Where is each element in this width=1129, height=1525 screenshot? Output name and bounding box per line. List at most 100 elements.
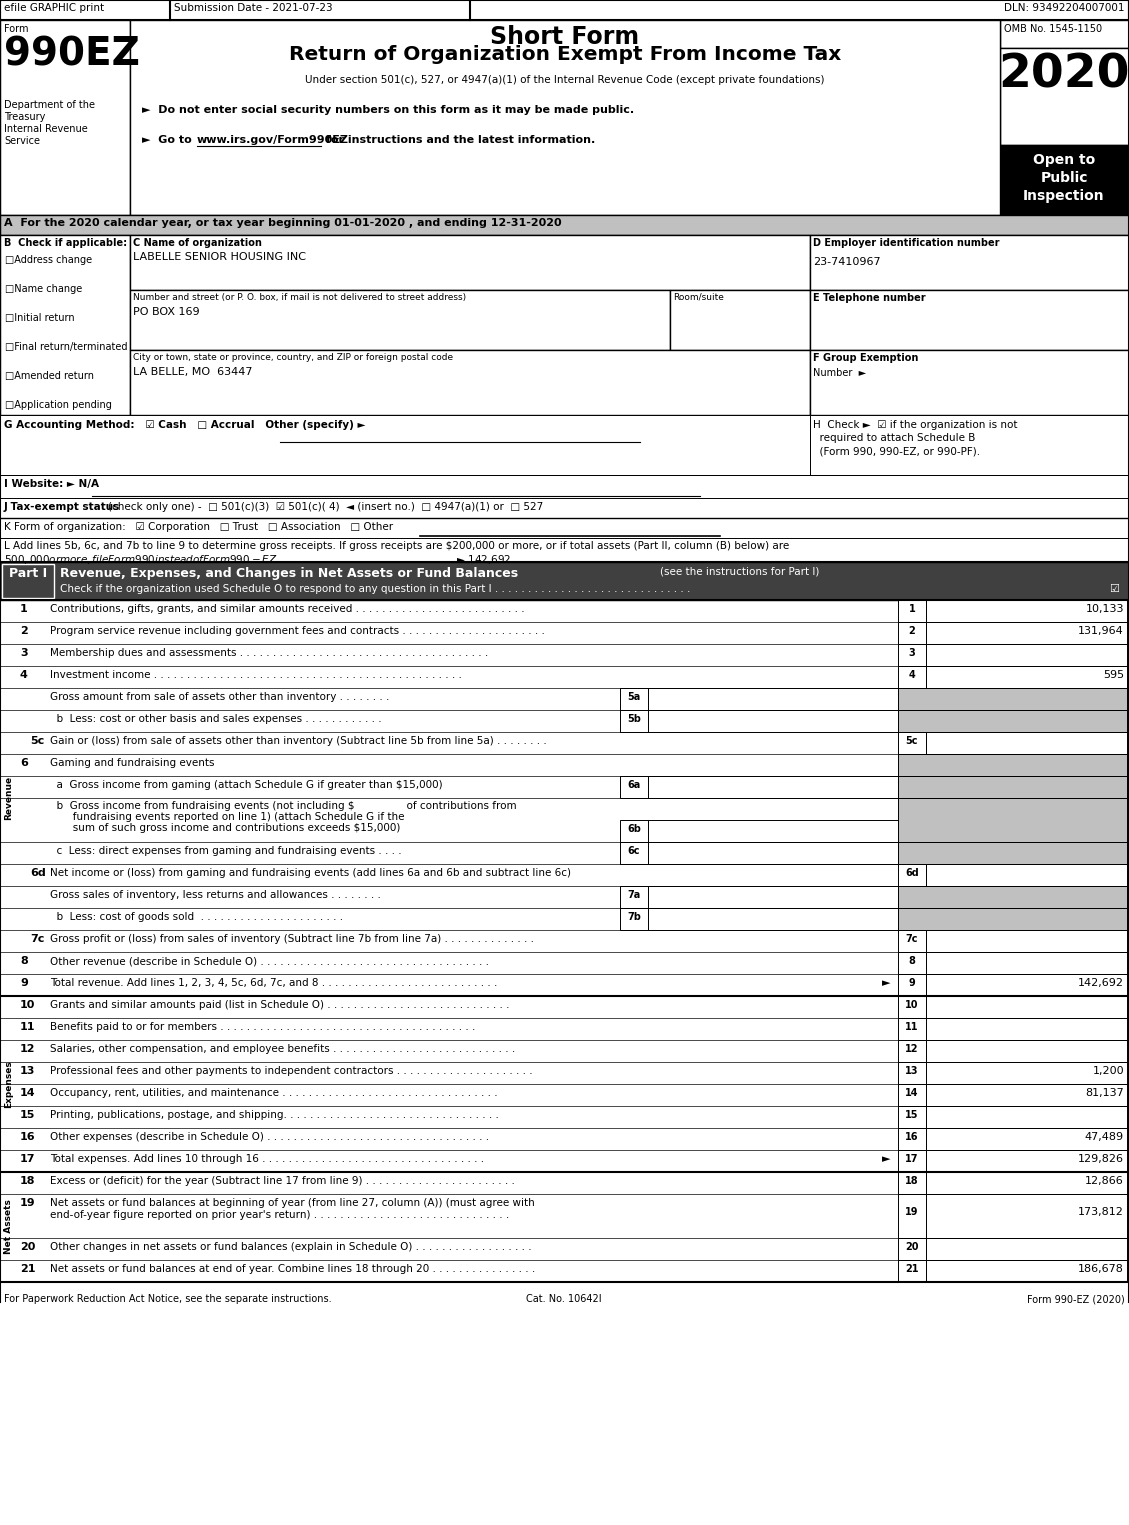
Bar — [898, 798, 1127, 842]
Text: 19: 19 — [20, 1199, 36, 1208]
Bar — [926, 952, 1127, 974]
Text: 7c: 7c — [905, 933, 918, 944]
Text: 6d: 6d — [905, 868, 919, 878]
Text: Professional fees and other payments to independent contractors . . . . . . . . : Professional fees and other payments to … — [50, 1066, 533, 1077]
Bar — [898, 644, 926, 666]
Text: a  Gross income from gaming (attach Schedule G if greater than $15,000): a Gross income from gaming (attach Sched… — [50, 779, 443, 790]
Text: 11: 11 — [905, 1022, 919, 1032]
Text: 10: 10 — [905, 1000, 919, 1010]
Text: Revenue: Revenue — [5, 776, 14, 820]
Text: 2: 2 — [909, 625, 916, 636]
Text: 4: 4 — [20, 669, 28, 680]
Text: □Initial return: □Initial return — [5, 313, 75, 323]
Text: PO BOX 169: PO BOX 169 — [133, 307, 200, 317]
Text: 1: 1 — [20, 604, 28, 615]
Text: City or town, state or province, country, and ZIP or foreign postal code: City or town, state or province, country… — [133, 352, 453, 361]
Bar — [926, 865, 1127, 886]
Text: 14: 14 — [20, 1087, 36, 1098]
Bar — [0, 0, 1129, 20]
Text: 21: 21 — [20, 1264, 35, 1273]
Bar — [898, 996, 926, 1019]
Bar — [898, 865, 926, 886]
Text: 2: 2 — [20, 625, 28, 636]
Text: Short Form: Short Form — [490, 24, 639, 49]
Text: Part I: Part I — [9, 567, 47, 580]
Text: For Paperwork Reduction Act Notice, see the separate instructions.: For Paperwork Reduction Act Notice, see … — [5, 1295, 332, 1304]
Text: Grants and similar amounts paid (list in Schedule O) . . . . . . . . . . . . . .: Grants and similar amounts paid (list in… — [50, 1000, 509, 1010]
Text: 12: 12 — [905, 1045, 919, 1054]
Bar — [926, 1061, 1127, 1084]
Bar — [1000, 145, 1129, 215]
Text: 21: 21 — [905, 1264, 919, 1273]
Text: K Form of organization:   ☑ Corporation   □ Trust   □ Association   □ Other: K Form of organization: ☑ Corporation □ … — [5, 522, 393, 532]
Bar — [926, 622, 1127, 644]
Text: Submission Date - 2021-07-23: Submission Date - 2021-07-23 — [174, 3, 333, 14]
Bar — [620, 842, 648, 865]
Bar — [898, 1040, 926, 1061]
Text: 10: 10 — [20, 1000, 35, 1010]
Text: 12: 12 — [20, 1045, 35, 1054]
Bar — [926, 1194, 1127, 1238]
Bar — [926, 1238, 1127, 1260]
Text: Return of Organization Exempt From Income Tax: Return of Organization Exempt From Incom… — [289, 46, 841, 64]
Bar — [648, 842, 898, 865]
Text: (check only one) -  □ 501(c)(3)  ☑ 501(c)( 4)  ◄ (insert no.)  □ 4947(a)(1) or  : (check only one) - □ 501(c)(3) ☑ 501(c)(… — [108, 502, 543, 512]
Text: 11: 11 — [20, 1022, 35, 1032]
Text: 6a: 6a — [628, 779, 640, 790]
Bar — [0, 235, 130, 415]
Bar — [926, 1040, 1127, 1061]
Bar — [620, 711, 648, 732]
Text: 7c: 7c — [30, 933, 44, 944]
Text: □Amended return: □Amended return — [5, 371, 94, 381]
Text: 5b: 5b — [627, 714, 641, 724]
Bar — [620, 886, 648, 907]
Text: L Add lines 5b, 6c, and 7b to line 9 to determine gross receipts. If gross recei: L Add lines 5b, 6c, and 7b to line 9 to … — [5, 541, 789, 551]
Bar — [926, 1106, 1127, 1128]
Text: OMB No. 1545-1150: OMB No. 1545-1150 — [1004, 24, 1102, 34]
Text: Form: Form — [5, 24, 28, 34]
Text: I Website: ► N/A: I Website: ► N/A — [5, 479, 99, 490]
Text: Investment income . . . . . . . . . . . . . . . . . . . . . . . . . . . . . . . : Investment income . . . . . . . . . . . … — [50, 669, 462, 680]
Text: Number and street (or P. O. box, if mail is not delivered to street address): Number and street (or P. O. box, if mail… — [133, 293, 466, 302]
Bar — [620, 907, 648, 930]
Text: 173,812: 173,812 — [1078, 1206, 1124, 1217]
Text: Form 990-EZ (2020): Form 990-EZ (2020) — [1027, 1295, 1124, 1304]
Bar — [648, 907, 898, 930]
Text: 8: 8 — [909, 956, 916, 965]
Bar — [898, 1106, 926, 1128]
Text: G Accounting Method:   ☑ Cash   □ Accrual   Other (specify) ►: G Accounting Method: ☑ Cash □ Accrual Ot… — [5, 419, 366, 430]
Text: (see the instructions for Part I): (see the instructions for Part I) — [660, 567, 820, 576]
Bar — [809, 290, 1129, 351]
Text: Department of the: Department of the — [5, 101, 95, 110]
Text: 19: 19 — [905, 1206, 919, 1217]
Bar — [926, 1128, 1127, 1150]
Bar — [898, 886, 1127, 907]
Text: www.irs.gov/Form990EZ: www.irs.gov/Form990EZ — [196, 136, 349, 145]
Bar — [130, 351, 809, 415]
Text: Number  ►: Number ► — [813, 368, 866, 378]
Text: ☑: ☑ — [1109, 584, 1119, 595]
Text: 13: 13 — [20, 1066, 35, 1077]
Text: 990EZ: 990EZ — [5, 37, 140, 75]
Text: 9: 9 — [20, 978, 28, 988]
Text: 18: 18 — [20, 1176, 35, 1186]
Text: DLN: 93492204007001: DLN: 93492204007001 — [1005, 3, 1124, 14]
Text: Gross amount from sale of assets other than inventory . . . . . . . .: Gross amount from sale of assets other t… — [50, 692, 390, 702]
Text: Program service revenue including government fees and contracts . . . . . . . . : Program service revenue including govern… — [50, 625, 545, 636]
Text: 2020: 2020 — [998, 52, 1129, 98]
Bar — [898, 599, 926, 622]
Text: 20: 20 — [905, 1241, 919, 1252]
Text: Total expenses. Add lines 10 through 16 . . . . . . . . . . . . . . . . . . . . : Total expenses. Add lines 10 through 16 … — [50, 1154, 484, 1164]
Bar — [926, 1019, 1127, 1040]
Text: 186,678: 186,678 — [1078, 1264, 1124, 1273]
Text: 15: 15 — [905, 1110, 919, 1119]
Text: D Employer identification number: D Employer identification number — [813, 238, 999, 249]
Bar — [898, 753, 1127, 776]
Bar — [898, 907, 1127, 930]
Bar — [926, 644, 1127, 666]
Bar — [898, 1194, 926, 1238]
Text: Revenue, Expenses, and Changes in Net Assets or Fund Balances: Revenue, Expenses, and Changes in Net As… — [60, 567, 518, 580]
Text: LA BELLE, MO  63447: LA BELLE, MO 63447 — [133, 368, 253, 377]
Bar — [898, 1173, 926, 1194]
Text: 15: 15 — [20, 1110, 35, 1119]
